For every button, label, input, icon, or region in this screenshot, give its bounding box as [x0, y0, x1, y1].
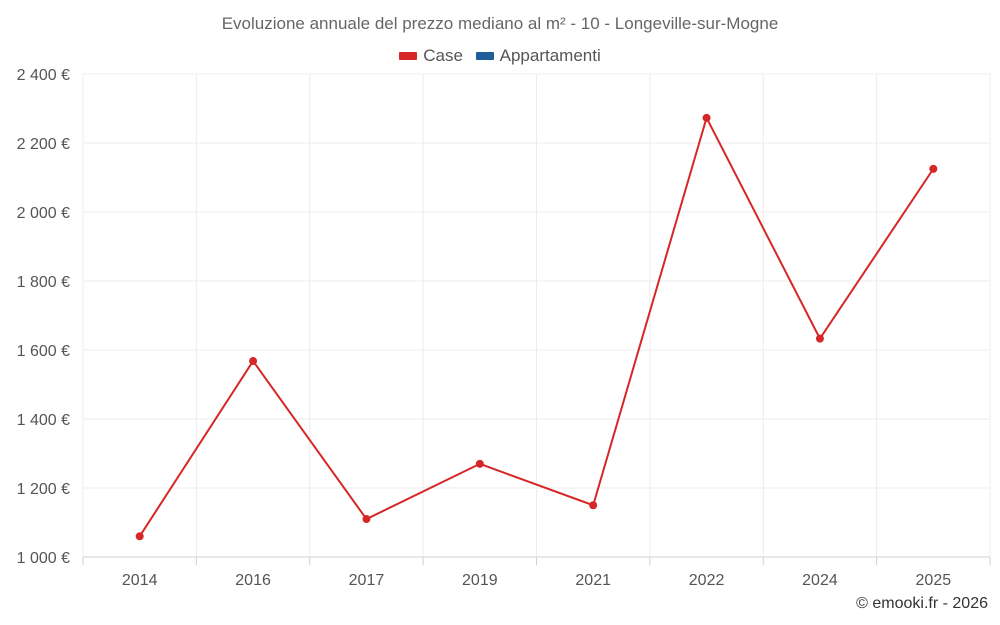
x-tick-label: 2025 [916, 572, 952, 589]
legend-swatch-appartamenti [475, 52, 494, 60]
x-tick-label: 2024 [802, 572, 838, 589]
data-point [135, 532, 144, 541]
legend-item-case[interactable]: Case [399, 46, 463, 66]
legend-item-appartamenti[interactable]: Appartamenti [475, 46, 601, 66]
chart-title: Evoluzione annuale del prezzo mediano al… [221, 14, 779, 33]
legend-label-case: Case [423, 46, 463, 65]
y-tick-label: 1 000 € [17, 550, 70, 567]
y-tick-label: 1 400 € [17, 412, 70, 429]
data-point [702, 113, 711, 122]
x-tick-label: 2022 [689, 572, 725, 589]
x-tick-label: 2014 [122, 572, 158, 589]
y-tick-label: 1 200 € [17, 481, 70, 498]
y-tick-label: 1 800 € [17, 274, 70, 291]
x-tick-label: 2019 [462, 572, 498, 589]
y-tick-label: 2 000 € [17, 205, 70, 222]
y-tick-label: 2 200 € [17, 136, 70, 153]
x-tick-label: 2021 [575, 572, 611, 589]
data-point [929, 164, 938, 173]
y-tick-label: 1 600 € [17, 343, 70, 360]
footer-credit: © emooki.fr - 2026 [856, 595, 988, 612]
x-tick-label: 2017 [349, 572, 385, 589]
data-point [249, 357, 258, 366]
legend-swatch-case [399, 52, 418, 60]
data-point [589, 501, 598, 510]
x-tick-label: 2016 [235, 572, 271, 589]
data-point [475, 459, 484, 468]
legend-label-appartamenti: Appartamenti [499, 46, 601, 65]
data-point [815, 334, 824, 343]
data-point [362, 515, 371, 524]
series-line-case [138, 116, 935, 537]
y-tick-label: 2 400 € [17, 67, 70, 84]
chart-legend: Case Appartamenti [0, 45, 1000, 66]
